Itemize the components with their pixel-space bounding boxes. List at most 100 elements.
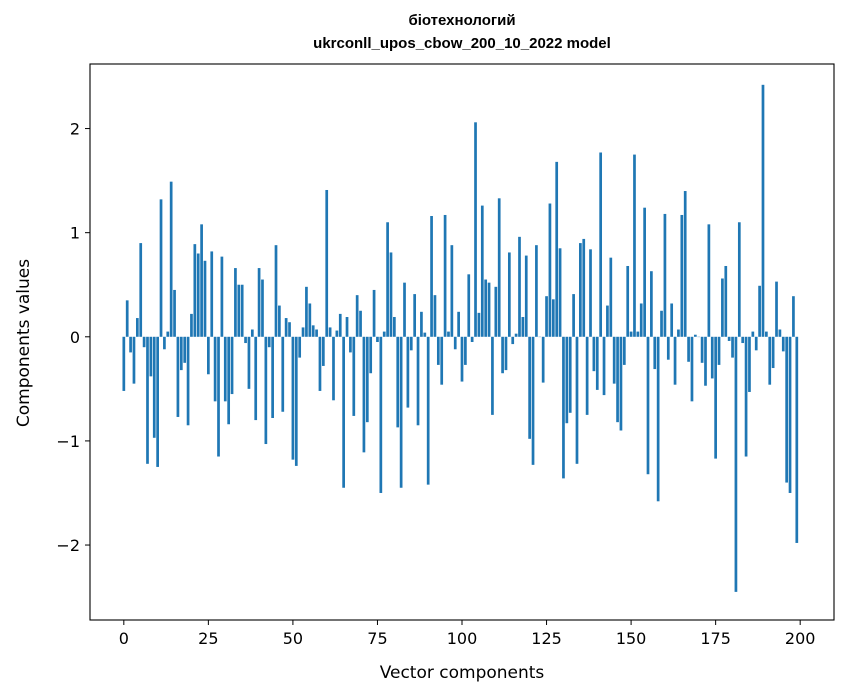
bar-12 <box>163 336 166 350</box>
bar-122 <box>535 245 538 337</box>
bar-146 <box>616 336 619 423</box>
bar-71 <box>362 336 366 453</box>
chart-title-line-1: біотехнологий <box>408 12 516 29</box>
bar-168 <box>690 336 694 402</box>
bar-74 <box>372 289 376 337</box>
bar-137 <box>585 336 589 415</box>
bar-9 <box>152 336 156 438</box>
bar-5 <box>139 243 143 337</box>
y-tick-label: 1 <box>70 224 80 243</box>
bar-47 <box>281 336 285 412</box>
bar-175 <box>714 336 717 459</box>
x-tick-label: 0 <box>119 629 129 648</box>
bar-160 <box>663 213 667 337</box>
bar-148 <box>622 336 626 365</box>
bar-147 <box>619 336 623 431</box>
bar-46 <box>278 305 281 337</box>
bar-1 <box>125 300 129 337</box>
bar-99 <box>457 311 460 337</box>
bar-88 <box>420 311 423 337</box>
bar-25 <box>207 336 210 375</box>
bar-85 <box>409 336 413 351</box>
bar-52 <box>298 336 302 358</box>
bar-69 <box>355 295 359 337</box>
bar-11 <box>159 199 163 337</box>
bar-82 <box>399 336 403 488</box>
bar-152 <box>636 331 640 337</box>
bar-112 <box>501 336 504 374</box>
bar-44 <box>271 336 274 418</box>
bar-166 <box>683 191 687 337</box>
x-tick-label: 75 <box>367 629 387 648</box>
bar-113 <box>504 336 508 371</box>
bar-194 <box>778 329 782 337</box>
y-tick-label: −1 <box>56 432 80 451</box>
bar-116 <box>514 333 518 337</box>
bar-119 <box>524 255 528 337</box>
bar-57 <box>315 329 318 337</box>
bar-106 <box>480 205 484 337</box>
bar-155 <box>646 336 650 475</box>
bar-130 <box>562 336 565 479</box>
bar-84 <box>406 336 410 408</box>
bar-134 <box>575 336 579 464</box>
bar-81 <box>396 336 400 428</box>
x-ticks: 0 25 50 75 100 125 150 175 200 <box>119 620 816 648</box>
bar-132 <box>568 336 572 413</box>
bar-156 <box>650 271 653 337</box>
bar-22 <box>196 253 200 337</box>
bar-172 <box>704 336 707 386</box>
bars-group <box>122 84 799 592</box>
bar-120 <box>528 336 531 439</box>
x-tick-label: 100 <box>447 629 478 648</box>
bar-173 <box>707 224 711 337</box>
bar-95 <box>443 214 447 337</box>
bar-178 <box>724 265 728 337</box>
bar-4 <box>135 318 139 337</box>
bar-167 <box>687 336 690 362</box>
bar-80 <box>393 317 396 337</box>
bar-104 <box>474 122 477 337</box>
bar-105 <box>477 312 481 337</box>
bar-165 <box>680 214 684 337</box>
bar-77 <box>382 331 386 337</box>
bar-124 <box>541 336 545 383</box>
bar-121 <box>531 336 535 465</box>
bar-101 <box>464 336 467 365</box>
bar-133 <box>572 294 575 337</box>
bar-24 <box>203 260 207 337</box>
bar-31 <box>227 336 231 425</box>
bar-38 <box>250 329 254 337</box>
bar-161 <box>666 336 670 360</box>
bar-192 <box>771 336 775 369</box>
bar-15 <box>173 289 176 337</box>
bar-136 <box>582 238 586 337</box>
bar-191 <box>768 336 772 385</box>
bar-193 <box>775 281 778 337</box>
bar-142 <box>602 336 606 396</box>
bar-49 <box>288 322 291 337</box>
bar-65 <box>342 336 345 488</box>
bar-29 <box>220 256 224 337</box>
bar-197 <box>788 336 792 493</box>
bar-176 <box>717 336 721 365</box>
bar-145 <box>612 336 616 384</box>
bar-107 <box>484 279 488 337</box>
bar-98 <box>453 336 457 350</box>
bar-139 <box>592 336 596 372</box>
bar-198 <box>792 296 795 337</box>
bar-86 <box>413 294 417 337</box>
bar-56 <box>311 325 315 337</box>
bar-39 <box>254 336 258 421</box>
bar-94 <box>440 336 444 385</box>
bar-23 <box>200 224 203 337</box>
x-tick-label: 200 <box>785 629 816 648</box>
bar-13 <box>166 331 170 337</box>
bar-179 <box>727 336 731 341</box>
bar-115 <box>511 336 515 345</box>
bar-153 <box>639 303 643 337</box>
y-tick-label: −2 <box>56 536 80 555</box>
bar-42 <box>264 336 268 445</box>
bar-37 <box>247 336 251 389</box>
